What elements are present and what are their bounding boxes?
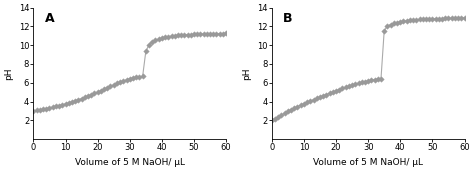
Y-axis label: pH: pH: [243, 67, 252, 80]
Text: B: B: [283, 12, 293, 25]
X-axis label: Volume of 5 M NaOH/ μL: Volume of 5 M NaOH/ μL: [75, 158, 185, 167]
X-axis label: Volume of 5 M NaOH/ μL: Volume of 5 M NaOH/ μL: [313, 158, 423, 167]
Y-axis label: pH: pH: [4, 67, 13, 80]
Text: A: A: [45, 12, 55, 25]
